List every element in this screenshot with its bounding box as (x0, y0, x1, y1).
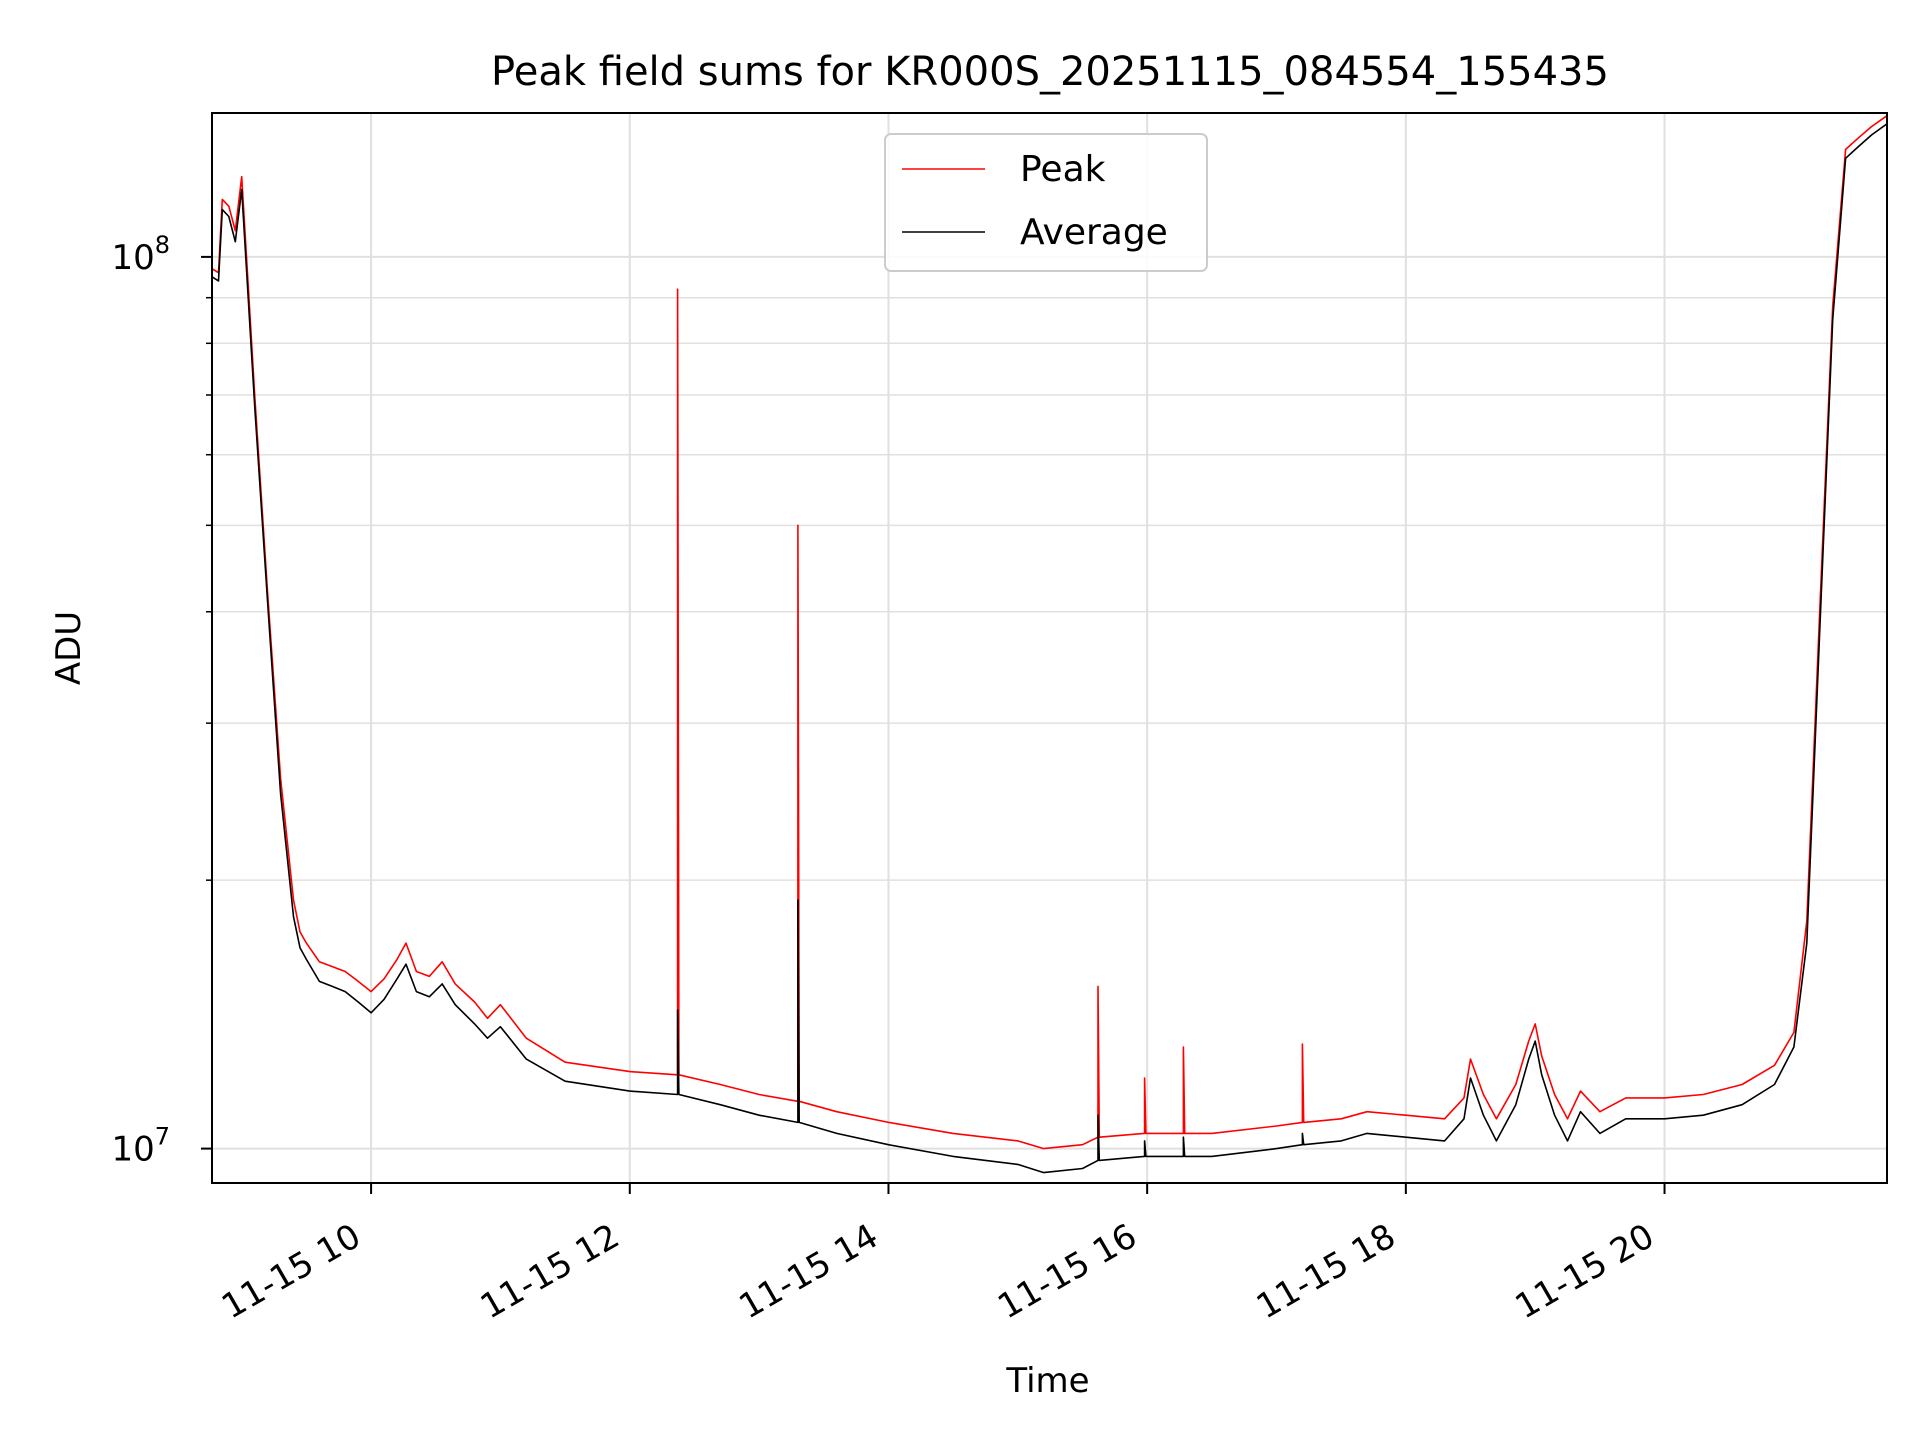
y-axis-label: ADU (49, 611, 89, 685)
plot-area-frame (211, 112, 1888, 1184)
legend: Peak Average (884, 133, 1208, 272)
grid (212, 113, 1887, 1183)
plot-series (211, 115, 1888, 1174)
legend-label-average: Average (1020, 212, 1168, 253)
y-tick-label: 108 (111, 231, 170, 278)
series-line-average (211, 123, 1888, 1174)
legend-label-peak: Peak (1020, 149, 1106, 190)
series-line-peak (211, 115, 1888, 1150)
chart-title: Peak field sums for KR000S_20251115_0845… (491, 49, 1609, 95)
x-axis-label: Time (1005, 1361, 1089, 1401)
y-tick-label: 107 (111, 1123, 170, 1170)
y-axis: 107 108 (111, 231, 212, 1170)
